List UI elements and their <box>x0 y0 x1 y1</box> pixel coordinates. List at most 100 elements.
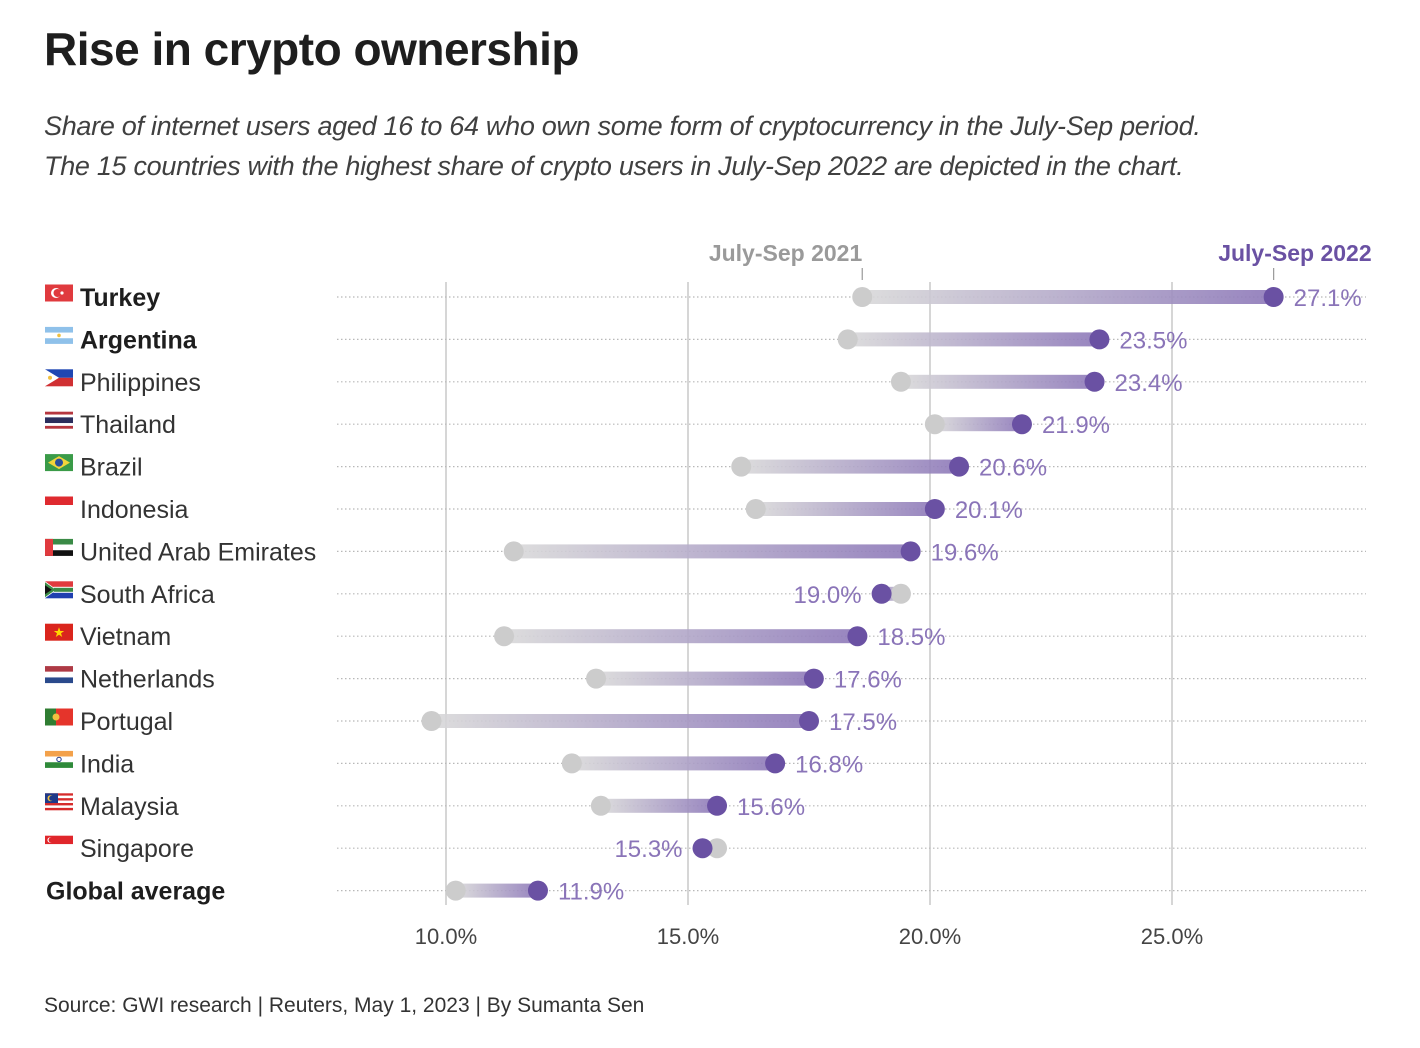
brazil-flag <box>45 454 73 472</box>
flag-part <box>57 333 61 338</box>
chart-title: Rise in crypto ownership <box>44 23 580 75</box>
value-label: 17.6% <box>834 667 902 694</box>
country-label: Indonesia <box>80 496 189 524</box>
chart-row: Global average 11.9% <box>46 878 1366 906</box>
flag-part <box>53 587 73 592</box>
flag-part <box>45 581 73 590</box>
malaysia-flag <box>45 793 73 811</box>
flag-part <box>45 805 73 808</box>
argentina-flag <box>45 326 73 344</box>
dot-2021 <box>890 583 911 604</box>
chart-row: South Africa 19.0% <box>45 581 1366 609</box>
thailand-flag <box>45 411 73 429</box>
flag-part <box>45 538 73 545</box>
flag-part <box>45 377 73 387</box>
connector-bar <box>600 798 718 813</box>
country-label: United Arab Emirates <box>80 538 316 566</box>
flag-part <box>45 326 73 333</box>
dot-2021 <box>837 329 858 350</box>
connector-bar <box>431 714 809 728</box>
philippines-flag <box>45 369 73 387</box>
country-label: Malaysia <box>80 793 179 821</box>
flag-part <box>45 800 73 804</box>
dot-2022 <box>1011 414 1032 435</box>
connector-bar <box>513 544 911 559</box>
flag-part <box>45 803 73 806</box>
flag-part <box>48 837 54 843</box>
chart-row: Netherlands 17.6% <box>45 666 1366 694</box>
chart-row: Singapore 15.3% <box>45 835 1366 863</box>
connector-bar <box>755 502 935 516</box>
flag-part <box>45 762 73 768</box>
country-label: Argentina <box>80 326 198 354</box>
dot-2022 <box>1089 329 1110 350</box>
chart-row: Malaysia 15.6% <box>45 793 1366 821</box>
dot-2021 <box>445 880 466 901</box>
value-label: 11.9% <box>558 879 624 906</box>
flag-part <box>45 338 73 344</box>
dot-2021 <box>924 414 945 435</box>
flag-part <box>45 756 73 763</box>
connector-bar <box>741 459 960 474</box>
flag-part <box>45 544 73 551</box>
dot-2021 <box>731 456 752 477</box>
flag-part <box>52 713 60 721</box>
flag-part <box>45 505 73 514</box>
flag-part <box>45 844 73 853</box>
vietnam-flag <box>45 623 73 641</box>
portugal-flag <box>45 708 73 726</box>
dot-2021 <box>707 838 728 859</box>
dot-2021 <box>590 795 611 816</box>
netherlands-flag <box>45 666 73 684</box>
dot-2021 <box>890 371 911 392</box>
subtitle-line-2: The 15 countries with the highest share … <box>44 151 1184 181</box>
dot-2022 <box>799 711 819 731</box>
x-tick-label: 20.0% <box>899 924 961 949</box>
x-tick-label: 25.0% <box>1141 924 1203 949</box>
flag-part <box>45 795 73 799</box>
value-label: 27.1% <box>1294 285 1362 312</box>
flag-part <box>53 627 65 637</box>
chart-row: Argentina 23.5% <box>45 326 1366 354</box>
legend-2021-label: July-Sep 2021 <box>709 240 863 266</box>
connector-bar <box>504 629 858 644</box>
uae-flag <box>45 538 73 556</box>
flag-part <box>45 411 73 415</box>
rows-layer: Turkey 27.1% Argentina 23.5% Philippines 23.4… <box>45 284 1366 906</box>
chart-row: Portugal 17.5% <box>45 708 1366 736</box>
x-axis: 10.0% 15.0% 20.0% 25.0% <box>415 924 1203 949</box>
value-label: 18.5% <box>877 624 945 651</box>
value-label: 19.6% <box>931 539 999 566</box>
country-label: Singapore <box>80 835 194 863</box>
value-label: 21.9% <box>1042 412 1110 439</box>
flag-part <box>45 417 73 424</box>
legend-layer: July-Sep 2021 July-Sep 2022 <box>709 240 1372 280</box>
source-note: Source: GWI research | Reuters, May 1, 2… <box>44 994 645 1017</box>
dot-2021 <box>561 753 582 774</box>
country-label: Turkey <box>80 284 160 312</box>
dot-2021 <box>494 626 515 647</box>
turkey-flag <box>45 284 73 302</box>
chart-row: Indonesia 20.1% <box>45 496 1366 524</box>
country-label: India <box>80 750 134 778</box>
chart-row: United Arab Emirates 19.6% <box>45 538 1366 566</box>
flag-part <box>45 425 73 429</box>
flag-part <box>60 291 64 295</box>
dot-2022 <box>847 626 868 647</box>
flag-part <box>45 585 52 595</box>
flag-part <box>45 589 73 599</box>
flag-part <box>45 538 53 556</box>
country-label: Portugal <box>80 708 173 736</box>
india-flag <box>45 750 73 768</box>
chart-row: Philippines 23.4% <box>45 369 1366 397</box>
dot-2021 <box>745 499 766 519</box>
flag-part <box>45 835 73 845</box>
flag-part <box>45 708 56 726</box>
x-tick-label: 10.0% <box>415 924 477 949</box>
dot-2022 <box>924 499 945 519</box>
dot-2022 <box>871 583 892 604</box>
flag-part <box>55 458 63 467</box>
flag-part <box>45 798 73 801</box>
flag-part <box>45 666 73 672</box>
dot-2022 <box>707 795 728 816</box>
